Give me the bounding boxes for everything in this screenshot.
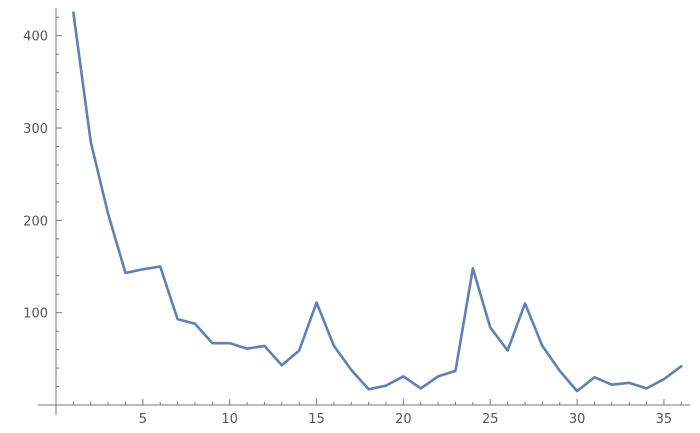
y-axis-ticks xyxy=(56,16,62,388)
x-axis-ticks xyxy=(72,399,682,405)
y-tick-label: 100 xyxy=(23,307,48,322)
x-tick-label: 15 xyxy=(308,412,325,427)
y-axis-tick-labels: 100 200 300 400 xyxy=(23,30,48,322)
y-tick-label: 400 xyxy=(23,30,48,45)
x-tick-label: 35 xyxy=(656,412,673,427)
series-group xyxy=(72,11,683,393)
x-tick-label: 5 xyxy=(139,412,147,427)
x-tick-label: 30 xyxy=(569,412,586,427)
x-axis-tick-labels: 5 10 15 20 25 30 35 xyxy=(139,412,673,427)
y-tick-label: 300 xyxy=(23,122,48,137)
axes xyxy=(38,8,690,415)
y-tick-label: 200 xyxy=(23,214,48,229)
series-line xyxy=(72,11,683,393)
x-tick-label: 25 xyxy=(482,412,499,427)
x-tick-label: 10 xyxy=(221,412,238,427)
x-tick-label: 20 xyxy=(395,412,412,427)
